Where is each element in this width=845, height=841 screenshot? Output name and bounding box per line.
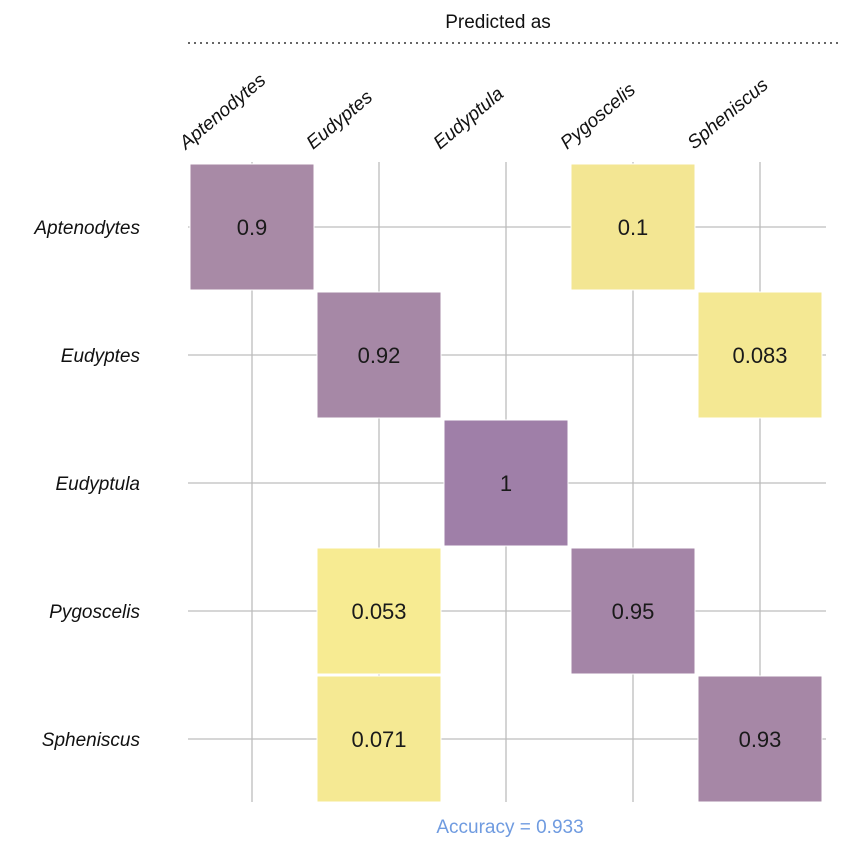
x-tick-label: Spheniscus <box>684 74 773 154</box>
x-tick-labels: Aptenodytes Eudyptes Eudyptula Pygoscelis Sp… <box>175 70 773 155</box>
cell-value-label: 0.95 <box>612 599 655 624</box>
y-tick-labels: Aptenodytes Eudyptes Eudyptula Pygoscelis Sp… <box>33 218 140 751</box>
x-axis-title: Predicted as <box>445 12 551 33</box>
cell-value-label: 0.053 <box>351 599 406 624</box>
cell-value-label: 1 <box>500 471 512 496</box>
y-tick-label: Aptenodytes <box>33 218 140 239</box>
x-tick-label: Eudyptes <box>303 87 378 154</box>
x-tick-label: Eudyptula <box>430 83 508 153</box>
y-tick-label: Eudyptula <box>55 474 140 495</box>
cell-value-label: 0.93 <box>739 727 782 752</box>
cell-value-label: 0.92 <box>358 343 401 368</box>
x-tick-label: Pygoscelis <box>557 79 640 154</box>
cell-value-label: 0.083 <box>732 343 787 368</box>
accuracy-caption: Accuracy = 0.933 <box>436 817 583 838</box>
cell-value-label: 0.9 <box>237 215 268 240</box>
x-tick-label: Aptenodytes <box>175 70 271 155</box>
y-tick-label: Eudyptes <box>61 346 141 367</box>
y-tick-label: Spheniscus <box>42 730 141 751</box>
cell-value-label: 0.1 <box>618 215 649 240</box>
y-tick-label: Pygoscelis <box>49 602 140 623</box>
cell-value-label: 0.071 <box>351 727 406 752</box>
